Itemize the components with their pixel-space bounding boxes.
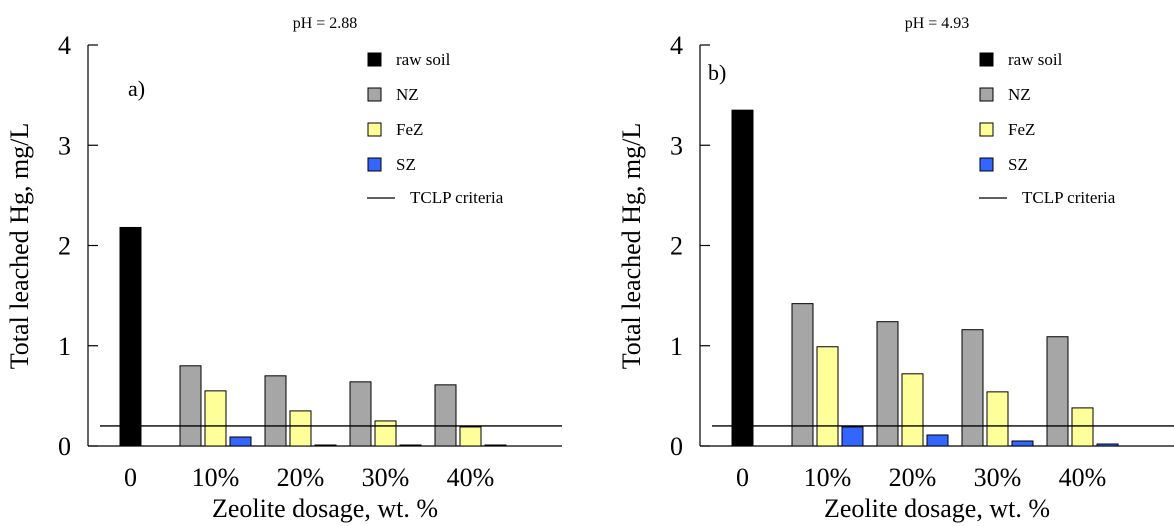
bar-fez xyxy=(1071,407,1094,447)
legend-swatch-fez xyxy=(979,122,994,137)
bar-fez xyxy=(289,410,312,447)
legend-label: SZ xyxy=(1008,155,1028,174)
y-axis-label: Total leached Hg, mg/L xyxy=(617,123,646,370)
x-tick-label: 0 xyxy=(124,463,137,492)
bar-fez xyxy=(816,346,839,447)
bar-sz xyxy=(1011,440,1034,447)
bar-sz xyxy=(926,434,949,447)
legend-label: FeZ xyxy=(396,120,423,139)
y-tick-label: 2 xyxy=(58,232,71,261)
bar-nz xyxy=(264,375,287,447)
legend-label: FeZ xyxy=(1008,120,1035,139)
bar-nz xyxy=(876,321,899,447)
y-axis-label: Total leached Hg, mg/L xyxy=(5,123,34,370)
bar-nz xyxy=(1046,336,1069,447)
bar-fez xyxy=(204,390,227,447)
x-tick-label: 30% xyxy=(974,463,1022,492)
bar-sz xyxy=(841,426,864,447)
x-axis-label: Zeolite dosage, wt. % xyxy=(824,494,1050,523)
panel-label: a) xyxy=(128,76,145,101)
chart-panel-1: 0 1 2 3 4 0 10% 20% 30% 40% pH = 2.88 a) Zeolite dos… xyxy=(5,15,562,523)
x-tick-label: 20% xyxy=(889,463,937,492)
chart-title: pH = 4.93 xyxy=(905,15,970,32)
bar-raw-soil xyxy=(119,226,142,447)
panel-label: b) xyxy=(708,60,726,85)
bar-nz xyxy=(791,303,814,447)
x-tick-label: 40% xyxy=(447,463,495,492)
legend-swatch-nz xyxy=(367,87,382,102)
bar-nz xyxy=(349,381,372,447)
y-tick-label: 4 xyxy=(670,31,683,60)
y-tick-label: 4 xyxy=(58,31,71,60)
bar-nz xyxy=(179,365,202,447)
x-tick-label: 40% xyxy=(1059,463,1107,492)
bar-nz xyxy=(961,329,984,447)
legend-swatch-nz xyxy=(979,87,994,102)
legend-swatch-raw-soil xyxy=(367,52,382,67)
x-axis-label: Zeolite dosage, wt. % xyxy=(212,494,438,523)
chart-title: pH = 2.88 xyxy=(293,15,358,32)
legend-label: NZ xyxy=(1008,85,1031,104)
bar-fez xyxy=(459,426,482,447)
bar-sz xyxy=(1096,443,1119,447)
legend-label: SZ xyxy=(396,155,416,174)
legend-label: raw soil xyxy=(396,50,451,69)
x-tick-label: 10% xyxy=(192,463,240,492)
x-tick-label: 0 xyxy=(736,463,749,492)
legend-label: TCLP criteria xyxy=(410,188,504,207)
bar-sz xyxy=(229,436,252,447)
legend-swatch-sz xyxy=(979,157,994,172)
legend: raw soil NZ FeZ SZ TCLP criteria xyxy=(979,50,1116,207)
bar-fez xyxy=(374,420,397,447)
y-tick-label: 2 xyxy=(670,232,683,261)
y-tick-label: 3 xyxy=(670,131,683,160)
chart-panel-2: 0 1 2 3 4 0 10% 20% 30% 40% pH = 4.93 b) Zeolite dos… xyxy=(617,15,1174,523)
bar-sz xyxy=(314,444,337,447)
legend-label: NZ xyxy=(396,85,419,104)
legend-swatch-raw-soil xyxy=(979,52,994,67)
y-tick-label: 0 xyxy=(670,432,683,461)
legend: raw soil NZ FeZ SZ TCLP criteria xyxy=(367,50,504,207)
bar-fez xyxy=(901,373,924,447)
bar-fez xyxy=(986,391,1009,447)
x-tick-label: 30% xyxy=(362,463,410,492)
y-tick-label: 1 xyxy=(670,332,683,361)
bar-sz xyxy=(484,444,507,447)
bar-sz xyxy=(399,444,422,447)
x-tick-label: 10% xyxy=(804,463,852,492)
bar-raw-soil xyxy=(731,109,754,447)
legend-swatch-fez xyxy=(367,122,382,137)
legend-label: TCLP criteria xyxy=(1022,188,1116,207)
legend-label: raw soil xyxy=(1008,50,1063,69)
legend-swatch-sz xyxy=(367,157,382,172)
x-tick-label: 20% xyxy=(277,463,325,492)
y-tick-label: 1 xyxy=(58,332,71,361)
y-tick-label: 0 xyxy=(58,432,71,461)
bar-nz xyxy=(434,384,457,447)
y-tick-label: 3 xyxy=(58,131,71,160)
